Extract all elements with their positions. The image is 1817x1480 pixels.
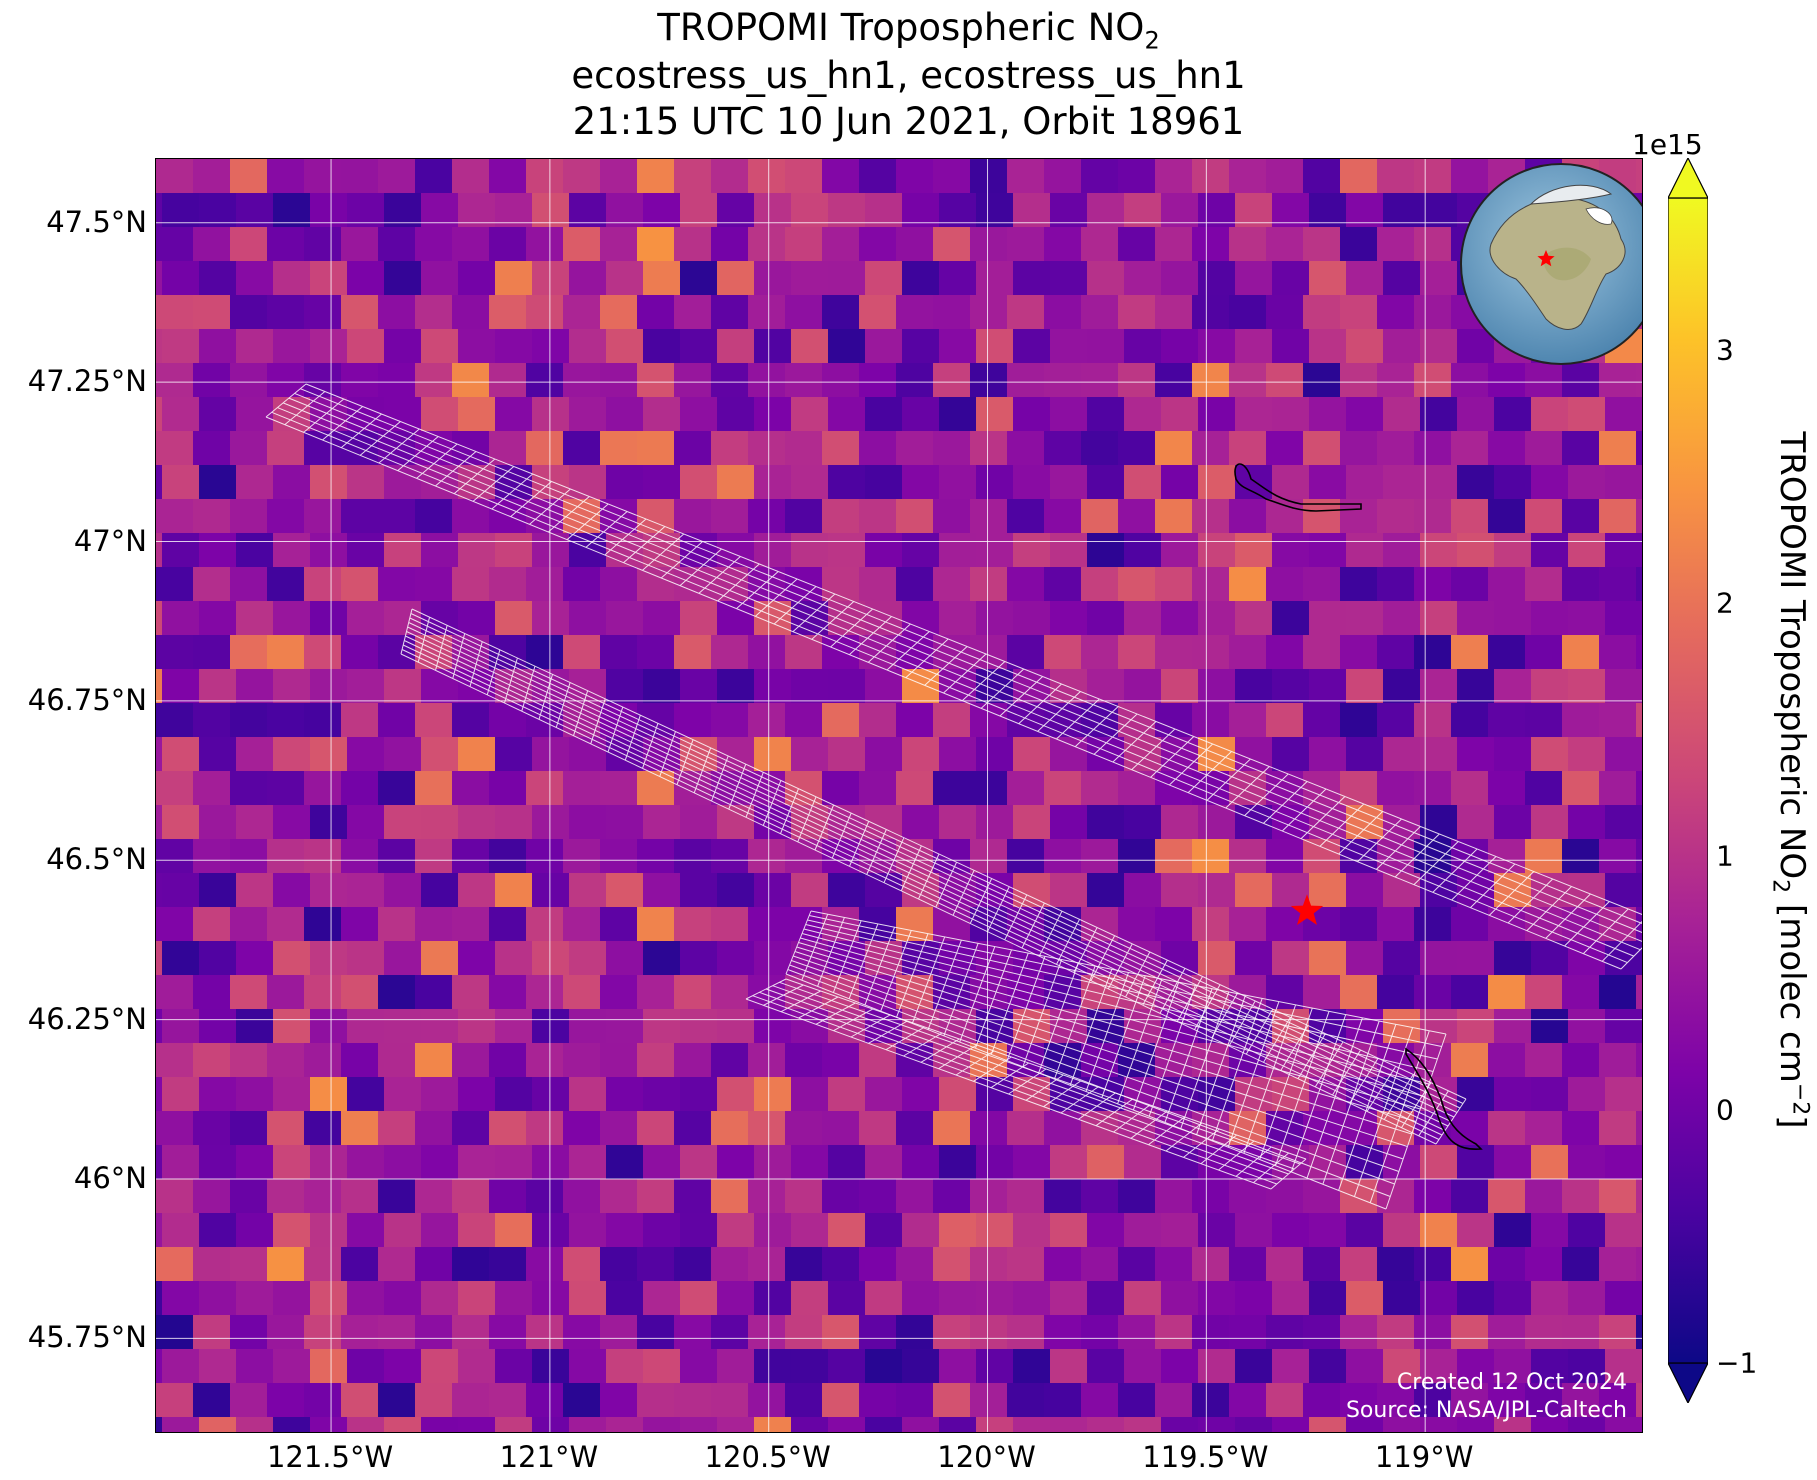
colorbar [1668,158,1708,1403]
source-credit: Source: NASA/JPL-Caltech [1345,1398,1627,1423]
reservoir-outline-south [1405,1047,1483,1150]
title-line-3: 21:15 UTC 10 Jun 2021, Orbit 18961 [572,100,1245,143]
reservoir-outline-north [1234,463,1362,512]
lat-tick-label: 46.5°N [46,842,147,877]
lon-tick-label: 121°W [499,1440,599,1474]
created-credit: Created 12 Oct 2024 [1396,1370,1627,1395]
colorbar-tick-label: 0 [1716,1093,1734,1127]
colorbar-tick-label: 3 [1716,333,1734,367]
map-panel[interactable] [155,158,1643,1433]
ecostress-swath-overlay [265,383,1642,1210]
colorbar-tick-label: 1 [1716,839,1734,873]
lat-tick-label: 45.75°N [27,1320,147,1355]
lat-tick-label: 46.75°N [27,682,147,717]
colorbar-label: TROPOMI Tropospheric NO2 [molec cm−2] [1767,431,1813,1129]
lon-tick-label: 119°W [1374,1440,1474,1474]
colorbar-max-extension [1668,158,1708,199]
colorbar-gradient [1668,197,1708,1364]
site-star-marker [1290,894,1324,925]
site-star [1290,894,1324,925]
no2-pixel-layer [156,159,1642,1432]
lon-tick-label: 120.5°W [704,1440,831,1474]
no2-map[interactable] [156,159,1643,1433]
site-star [1537,250,1555,267]
lon-tick-label: 121.5°W [266,1440,394,1474]
colorbar-tick-label: −1 [1716,1346,1758,1380]
title-line-1: TROPOMI Tropospheric NO2 [657,6,1160,55]
colorbar-exponent: 1e15 [1632,128,1703,161]
title-line-2: ecostress_us_hn1, ecostress_us_hn1 [571,54,1246,97]
colorbar-tick-label: 2 [1716,586,1734,620]
lat-tick-label: 46.25°N [27,1001,147,1036]
lat-tick-label: 47.5°N [46,204,147,239]
lon-tick-label: 120°W [937,1440,1036,1474]
lat-tick-label: 47°N [73,523,147,558]
lon-tick-label: 119.5°W [1142,1440,1269,1474]
colorbar-min-extension [1668,1362,1708,1403]
graticule [156,159,1642,1432]
inset-globe [1460,163,1642,365]
lat-tick-label: 47.25°N [27,364,147,399]
lat-tick-label: 46°N [73,1161,147,1195]
